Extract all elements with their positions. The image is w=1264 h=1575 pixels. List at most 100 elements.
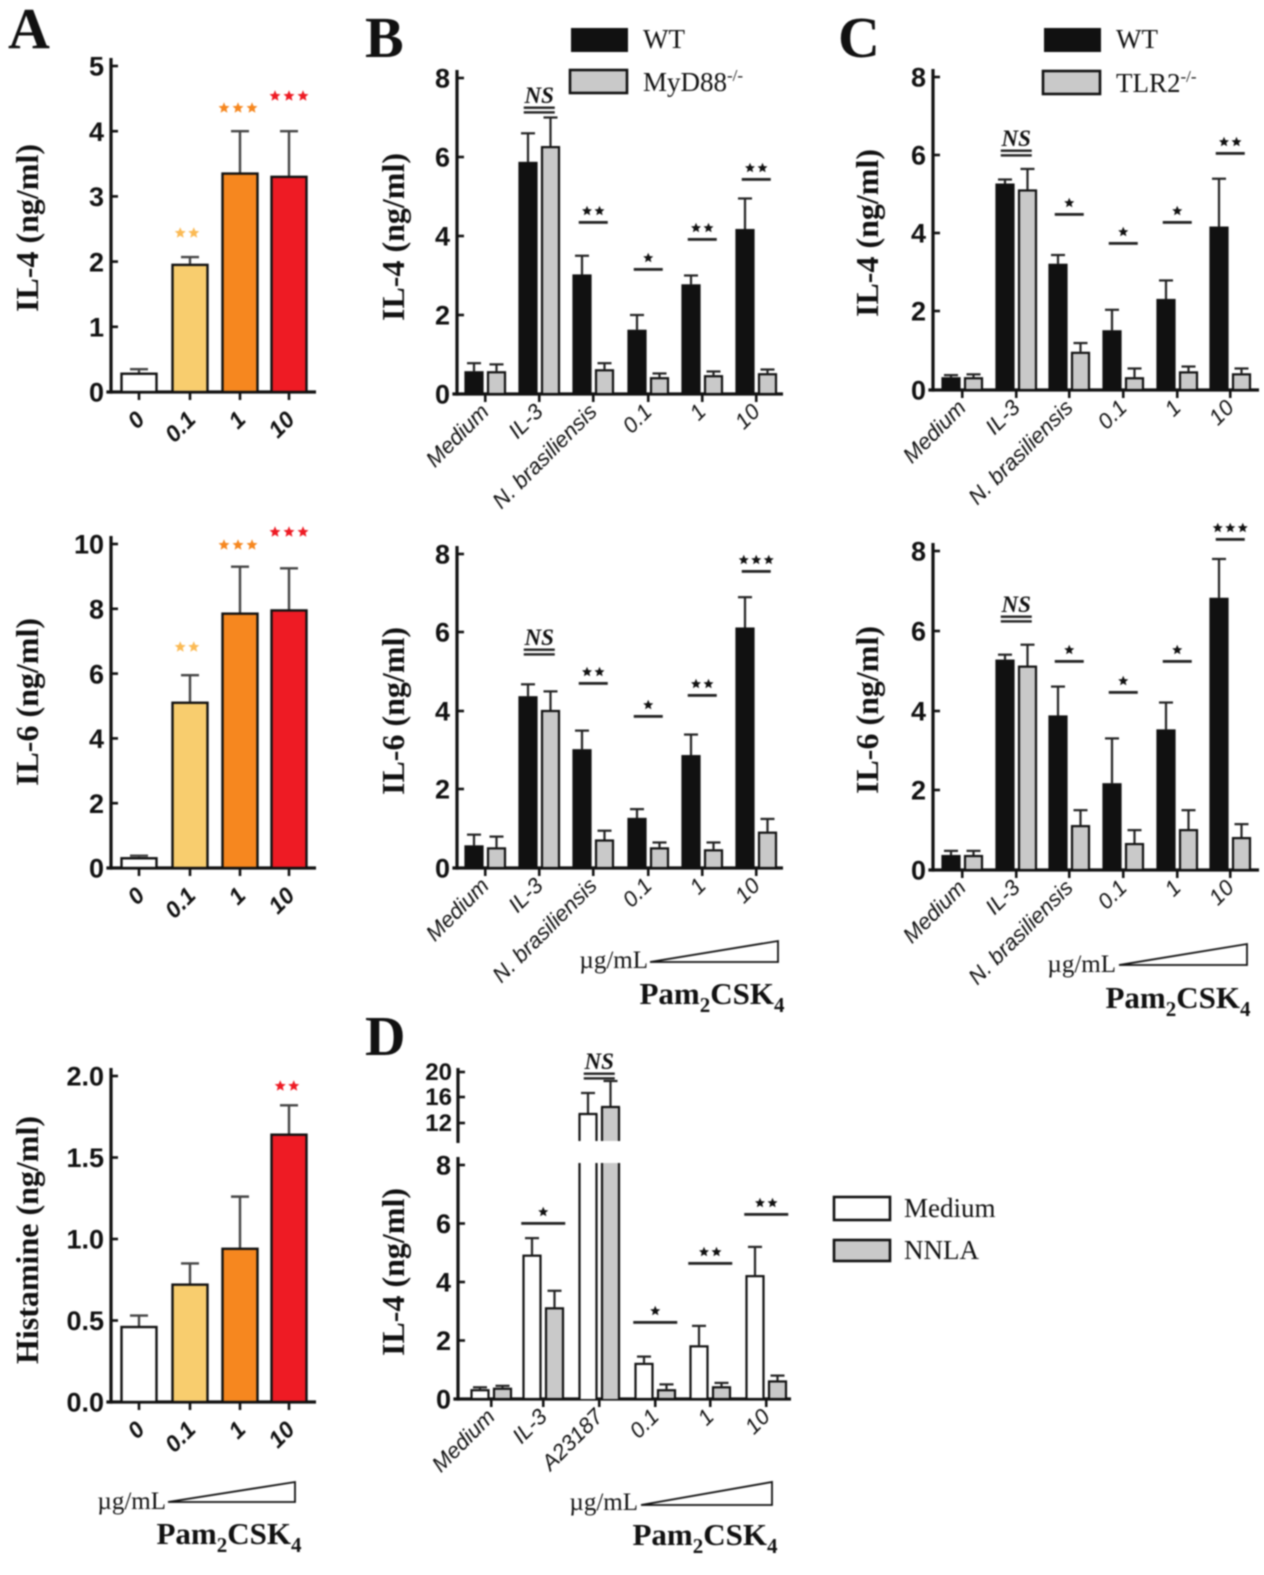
svg-text:6: 6 (435, 143, 450, 173)
svg-text:8: 8 (435, 540, 450, 570)
svg-text:Pam2CSK4: Pam2CSK4 (156, 1516, 302, 1557)
svg-text:0.5: 0.5 (66, 1306, 104, 1336)
svg-text:1: 1 (223, 882, 250, 909)
svg-text:1: 1 (684, 873, 710, 899)
svg-text:8: 8 (911, 537, 926, 567)
svg-text:6: 6 (911, 617, 926, 647)
svg-text:D: D (365, 1006, 405, 1068)
svg-text:µg/mL: µg/mL (97, 1488, 166, 1515)
svg-text:2: 2 (435, 301, 450, 331)
svg-text:0: 0 (436, 1385, 451, 1415)
svg-text:0: 0 (122, 882, 150, 910)
svg-text:IL-4 (ng/ml): IL-4 (ng/ml) (375, 1188, 411, 1356)
svg-text:6: 6 (89, 659, 104, 689)
svg-text:IL-6 (ng/ml): IL-6 (ng/ml) (849, 626, 885, 794)
svg-text:10: 10 (1204, 874, 1240, 910)
svg-text:Medium: Medium (904, 1193, 996, 1223)
svg-text:4: 4 (89, 724, 104, 754)
svg-text:IL-3: IL-3 (980, 874, 1025, 919)
svg-text:0.1: 0.1 (160, 882, 201, 923)
svg-text:8: 8 (911, 63, 926, 93)
svg-text:2: 2 (435, 775, 450, 805)
svg-text:4: 4 (911, 219, 926, 249)
svg-text:1: 1 (684, 399, 710, 425)
svg-text:B: B (365, 5, 404, 70)
svg-text:0: 0 (435, 854, 450, 884)
svg-text:8: 8 (436, 1151, 451, 1181)
svg-text:2: 2 (436, 1326, 451, 1356)
svg-text:Pam2CSK4: Pam2CSK4 (1105, 980, 1251, 1021)
svg-text:0: 0 (122, 1416, 150, 1444)
svg-text:10: 10 (74, 530, 104, 560)
svg-text:12: 12 (425, 1110, 452, 1137)
svg-text:4: 4 (911, 697, 926, 727)
svg-text:IL-3: IL-3 (503, 872, 548, 917)
svg-text:0.1: 0.1 (617, 399, 656, 438)
svg-text:16: 16 (425, 1084, 452, 1111)
svg-text:WT: WT (1116, 24, 1158, 54)
svg-text:10: 10 (263, 406, 300, 443)
svg-text:WT: WT (643, 24, 685, 54)
svg-text:8: 8 (435, 64, 450, 94)
svg-text:0: 0 (911, 856, 926, 886)
svg-text:10: 10 (730, 872, 766, 908)
svg-text:IL-3: IL-3 (503, 398, 548, 443)
svg-text:Medium: Medium (898, 395, 971, 468)
svg-text:0.1: 0.1 (160, 1416, 201, 1457)
svg-text:10: 10 (263, 1416, 300, 1453)
svg-text:2: 2 (911, 776, 926, 806)
svg-text:IL-3: IL-3 (980, 394, 1025, 439)
svg-text:4: 4 (435, 697, 450, 727)
svg-text:NS: NS (1001, 592, 1031, 617)
svg-text:1.5: 1.5 (66, 1143, 104, 1173)
svg-text:10: 10 (730, 398, 766, 434)
svg-text:2: 2 (89, 789, 104, 819)
svg-text:Pam2CSK4: Pam2CSK4 (639, 976, 785, 1017)
svg-text:10: 10 (740, 1403, 776, 1439)
svg-text:1: 1 (692, 1404, 718, 1430)
svg-text:2: 2 (89, 247, 104, 277)
svg-text:µg/mL: µg/mL (569, 1489, 638, 1516)
svg-text:MyD88-/-: MyD88-/- (643, 66, 743, 97)
svg-text:0.0: 0.0 (66, 1388, 104, 1418)
svg-text:NS: NS (524, 83, 554, 108)
svg-text:µg/mL: µg/mL (1047, 951, 1116, 978)
svg-text:0: 0 (89, 378, 104, 408)
svg-text:NS: NS (524, 625, 554, 650)
svg-text:0.1: 0.1 (617, 873, 656, 912)
svg-text:1: 1 (223, 1416, 250, 1443)
svg-text:10: 10 (1204, 394, 1240, 430)
svg-text:Medium: Medium (421, 873, 494, 946)
svg-text:4: 4 (89, 117, 104, 147)
svg-text:IL-4 (ng/ml): IL-4 (ng/ml) (375, 153, 411, 321)
svg-text:IL-4 (ng/ml): IL-4 (ng/ml) (9, 144, 45, 312)
svg-text:1: 1 (223, 406, 250, 433)
svg-text:1: 1 (89, 313, 104, 343)
svg-text:NS: NS (1001, 126, 1031, 151)
svg-text:6: 6 (911, 141, 926, 171)
svg-text:A: A (8, 0, 50, 61)
svg-text:3: 3 (89, 182, 104, 212)
svg-text:4: 4 (436, 1268, 451, 1298)
svg-text:NNLA: NNLA (904, 1235, 979, 1265)
svg-text:Pam2CSK4: Pam2CSK4 (632, 1517, 778, 1558)
svg-text:Histamine (ng/ml): Histamine (ng/ml) (9, 1116, 45, 1364)
svg-text:TLR2-/-: TLR2-/- (1116, 67, 1197, 98)
svg-text:20: 20 (425, 1059, 452, 1086)
svg-text:0.1: 0.1 (1092, 395, 1131, 434)
svg-text:0: 0 (122, 406, 150, 434)
svg-text:4: 4 (435, 222, 450, 252)
svg-text:Medium: Medium (421, 399, 494, 472)
svg-text:Medium: Medium (898, 875, 971, 948)
svg-text:0: 0 (435, 380, 450, 410)
svg-text:0: 0 (911, 376, 926, 406)
svg-text:IL-3: IL-3 (507, 1403, 552, 1448)
svg-text:1: 1 (1159, 875, 1185, 901)
svg-text:2: 2 (911, 297, 926, 327)
svg-text:6: 6 (435, 618, 450, 648)
svg-text:NS: NS (584, 1049, 614, 1074)
svg-text:1: 1 (1159, 395, 1185, 421)
svg-text:5: 5 (89, 52, 104, 82)
svg-text:C: C (838, 5, 880, 70)
svg-text:8: 8 (89, 595, 104, 625)
